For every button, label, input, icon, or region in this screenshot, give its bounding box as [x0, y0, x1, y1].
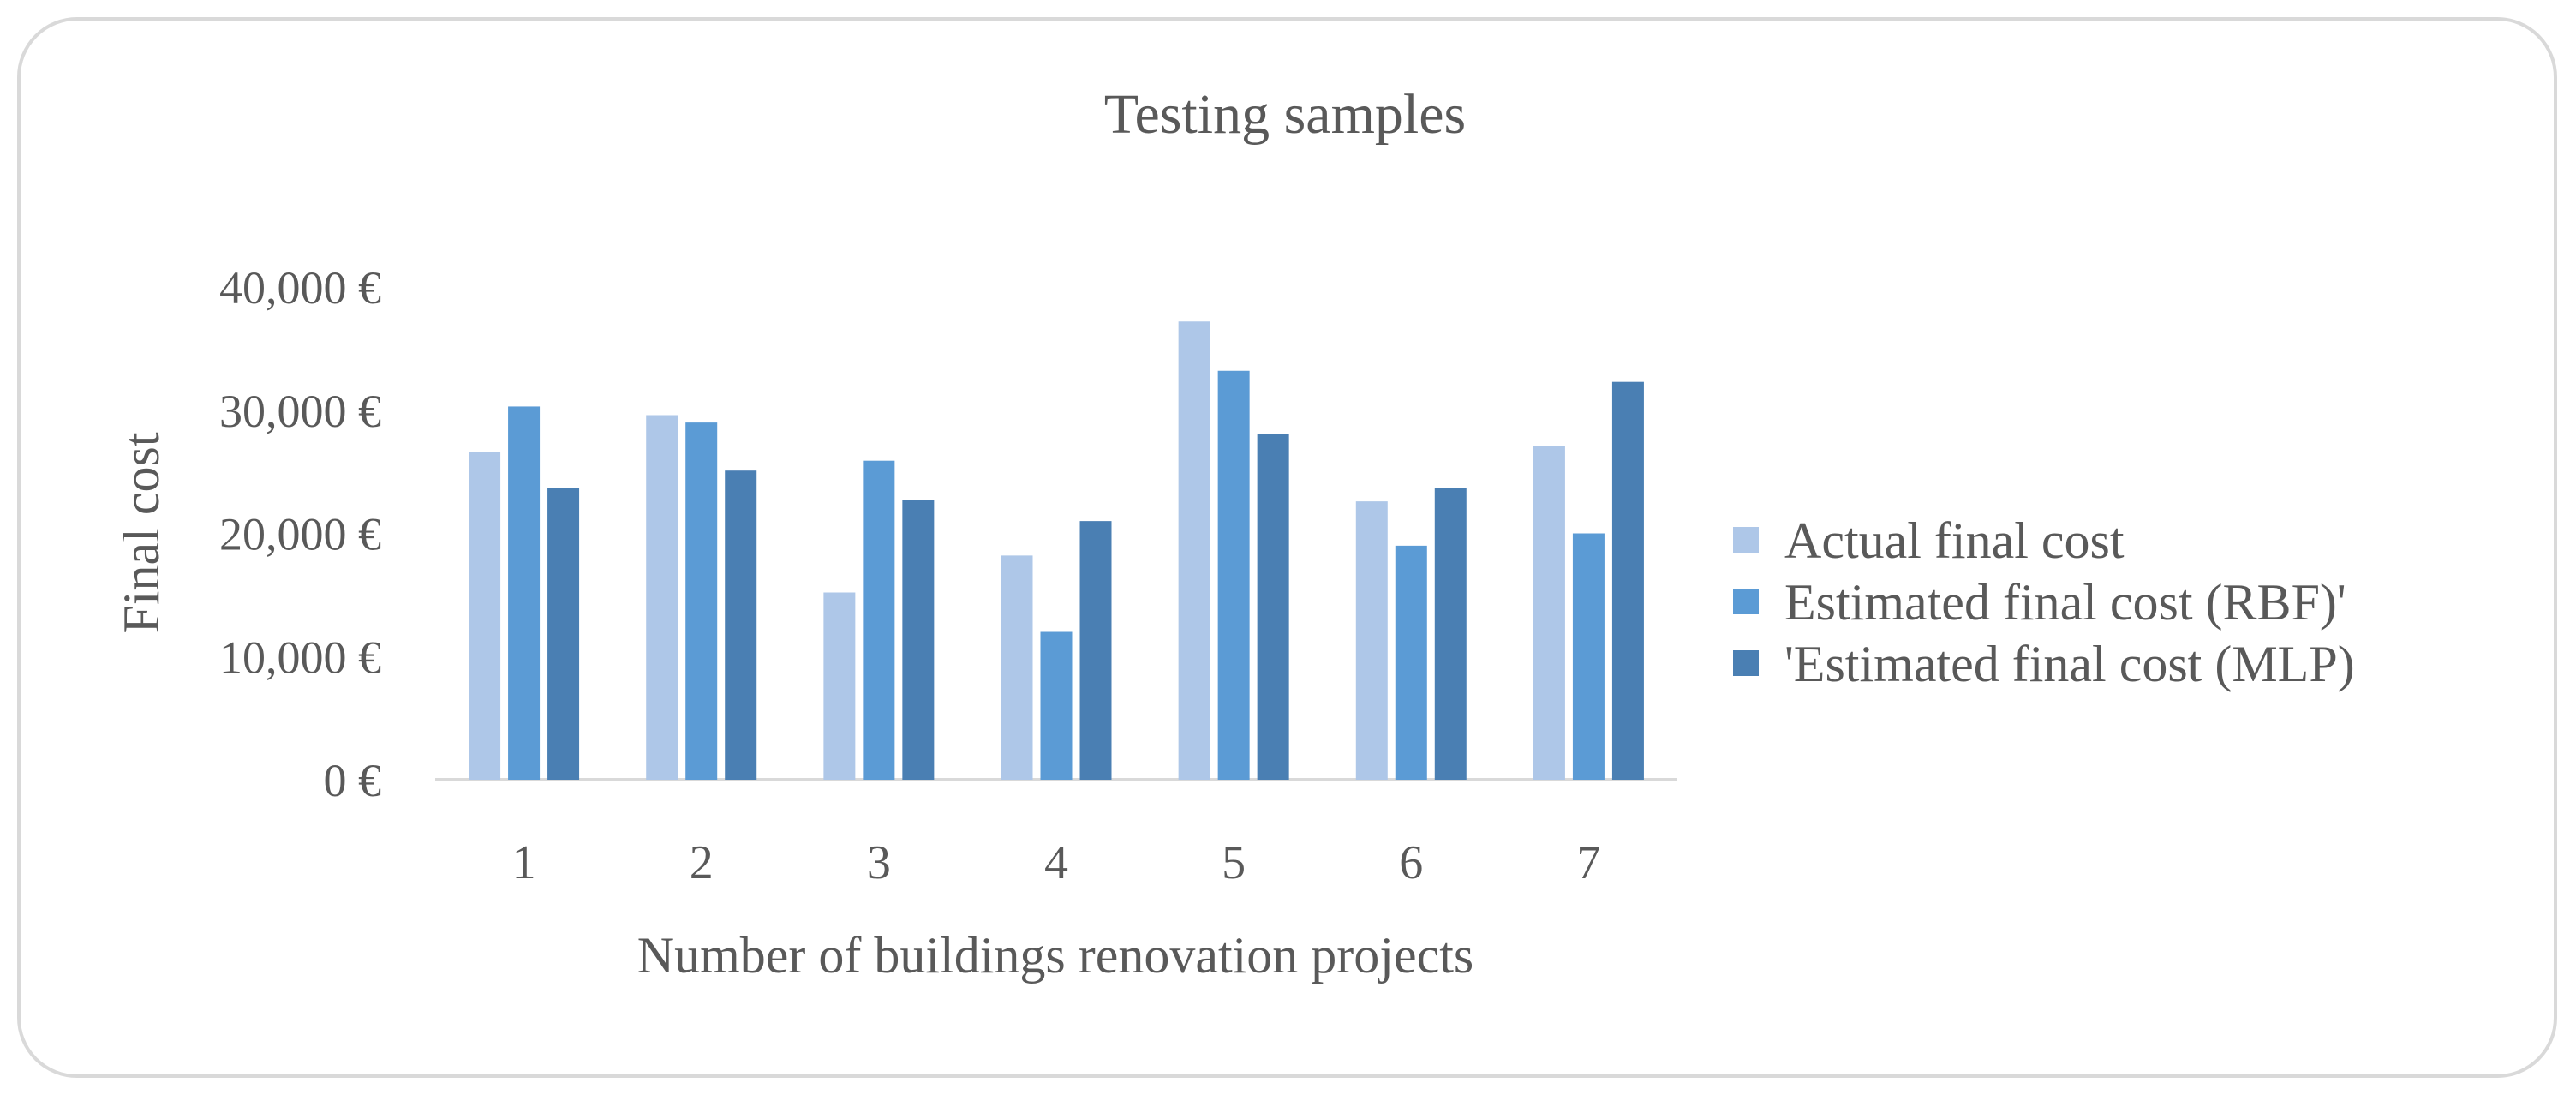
legend-swatch-2 [1733, 589, 1759, 614]
x-tick-label: 3 [867, 836, 891, 889]
bar-3-1 [547, 488, 580, 780]
bar-1-2 [646, 415, 678, 780]
bar-1-3 [823, 592, 856, 780]
x-tick-label: 4 [1044, 836, 1068, 889]
chart-title: Testing samples [1104, 83, 1467, 146]
bar-2-4 [1040, 631, 1073, 780]
bar-2-6 [1395, 545, 1427, 780]
x-tick-label: 1 [512, 836, 536, 889]
x-tick-label: 5 [1222, 836, 1246, 889]
x-axis-label: Number of buildings renovation projects [637, 927, 1473, 984]
legend-label-1: Actual final cost [1784, 512, 2125, 569]
legend-label-3: 'Estimated final cost (MLP) [1784, 636, 2355, 692]
x-tick-label: 2 [690, 836, 714, 889]
bar-2-3 [863, 460, 895, 780]
bar-1-1 [469, 452, 501, 780]
y-axis-label: Final cost [113, 432, 170, 633]
bar-1-6 [1355, 501, 1388, 780]
y-tick-label: 40,000 € [219, 262, 381, 314]
legend-swatch-1 [1733, 527, 1759, 553]
bar-3-3 [902, 500, 935, 780]
x-tick-label: 7 [1576, 836, 1600, 889]
bar-3-2 [725, 470, 757, 780]
bar-3-7 [1611, 381, 1644, 780]
bar-2-5 [1217, 370, 1250, 780]
y-tick-label: 30,000 € [219, 386, 381, 437]
bar-2-1 [508, 406, 541, 780]
bar-1-5 [1178, 321, 1210, 780]
bar-1-7 [1533, 446, 1565, 780]
y-tick-label: 0 € [324, 755, 382, 806]
bar-3-4 [1079, 521, 1112, 780]
x-tick-label: 6 [1399, 836, 1423, 889]
y-tick-label: 10,000 € [219, 631, 381, 683]
legend-swatch-3 [1733, 650, 1759, 676]
bar-2-7 [1572, 533, 1605, 780]
y-tick-label: 20,000 € [219, 509, 381, 560]
bar-2-2 [685, 422, 718, 780]
bar-3-6 [1434, 488, 1467, 780]
bar-1-4 [1001, 555, 1033, 780]
bar-3-5 [1257, 434, 1289, 780]
legend-label-2: Estimated final cost (RBF)' [1784, 574, 2346, 631]
